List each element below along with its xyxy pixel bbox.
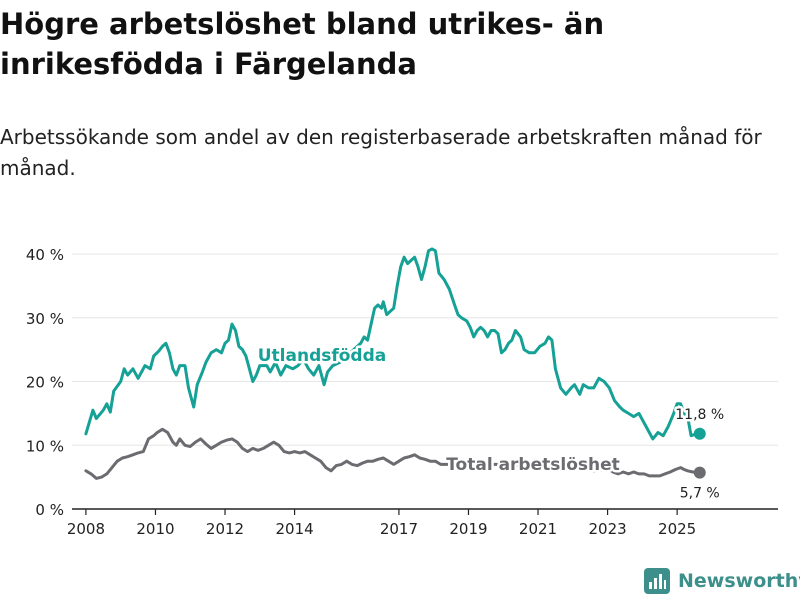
- brand: Newsworthy: [644, 568, 800, 594]
- series-line-total: [84, 427, 702, 480]
- y-tick-label: 40 %: [26, 246, 64, 264]
- x-tick-label: 2008: [67, 520, 105, 538]
- y-tick-label: 20 %: [26, 374, 64, 392]
- series-label-utlandsfodda: Utlandsfödda: [258, 346, 387, 366]
- series-label-total: Total arbetslöshet: [446, 455, 620, 475]
- newsworthy-logo-icon: [644, 568, 670, 594]
- end-value-total-halo: 5,7 %: [680, 486, 720, 502]
- x-tick-label: 2012: [206, 520, 244, 538]
- chart-title: Högre arbetslöshet bland utrikes- än inr…: [0, 7, 605, 81]
- x-tick-label: 2010: [136, 520, 174, 538]
- series-label-total-halo: Total arbetslöshet: [446, 455, 620, 475]
- x-tick-label: 2019: [449, 520, 487, 538]
- x-tick-label: 2014: [275, 520, 313, 538]
- y-tick-label: 30 %: [26, 310, 64, 328]
- end-value-utlandsfodda: 11,8 %: [675, 407, 724, 423]
- x-tick-label: 2017: [380, 520, 418, 538]
- end-point-utlandsfodda: [693, 427, 706, 440]
- series-line-utlandsfodda: [84, 247, 702, 441]
- end-value-utlandsfodda-halo: 11,8 %: [675, 407, 724, 423]
- x-axis: 2008 2010 2012 2014 2017 2019 2021 2023 2025: [67, 508, 778, 538]
- chart-subtitle: Arbetssökande som andel av den registerb…: [0, 125, 762, 180]
- y-tick-label: 10 %: [26, 437, 64, 455]
- x-tick-label: 2025: [658, 520, 696, 538]
- end-point-total: [693, 466, 706, 479]
- series-label-utlandsfodda-halo: Utlandsfödda: [258, 346, 387, 366]
- x-tick-label: 2023: [588, 520, 626, 538]
- end-value-total: 5,7 %: [680, 486, 720, 502]
- brand-name: Newsworthy: [678, 570, 800, 592]
- series-lines: [84, 247, 706, 480]
- x-tick-label: 2021: [519, 520, 557, 538]
- y-axis: 0 % 10 % 20 % 30 % 40 %: [26, 246, 64, 519]
- y-tick-label: 0 %: [35, 501, 64, 519]
